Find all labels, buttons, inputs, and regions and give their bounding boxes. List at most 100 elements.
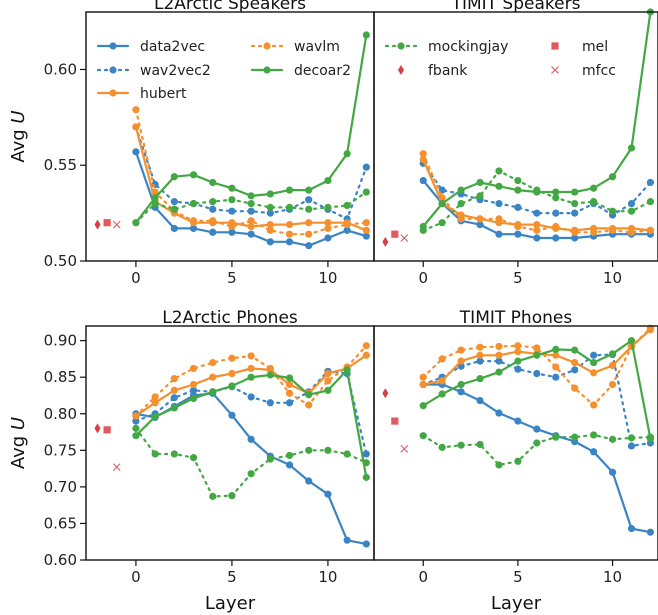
point-wavlm: [151, 188, 159, 196]
point-wavlm: [132, 412, 140, 420]
series-decoar2: [419, 337, 655, 443]
point-decoar2: [627, 337, 636, 345]
point-wav2vec2: [170, 394, 178, 402]
point-data2vec: [362, 540, 370, 548]
y-tick-label: 0.60: [44, 60, 77, 78]
point-wavlm: [189, 217, 198, 225]
point-wav2vec2: [189, 386, 198, 394]
point-fbank: [94, 423, 101, 434]
point-decoar2: [170, 173, 178, 181]
point-wav2vec2: [362, 450, 370, 458]
point-decoar2: [228, 382, 236, 390]
panel-title: TIMIT Speakers: [451, 0, 581, 14]
point-wav2vec2: [533, 209, 541, 217]
point-wavlm: [285, 230, 294, 238]
point-wavlm: [189, 364, 198, 373]
point-decoar2: [189, 394, 198, 402]
point-mockingjay: [646, 198, 655, 206]
point-hubert: [132, 123, 140, 131]
point-mockingjay: [170, 450, 178, 458]
point-hubert: [362, 351, 370, 359]
point-wavlm: [571, 228, 579, 236]
point-mockingjay: [495, 461, 503, 469]
point-mfcc: [400, 444, 409, 453]
point-wavlm: [514, 222, 522, 231]
point-hubert: [305, 219, 313, 227]
point-wav2vec2: [247, 207, 255, 215]
point-mockingjay: [646, 433, 655, 441]
point-hubert: [266, 221, 274, 229]
point-hubert: [285, 221, 294, 229]
x-tick-label: 5: [227, 568, 237, 586]
point-mockingjay: [514, 176, 522, 185]
point-wav2vec2: [552, 209, 560, 217]
legend-entry-data2vec: data2vec: [96, 39, 205, 55]
point-hubert: [476, 351, 484, 359]
legend-label: mel: [582, 39, 608, 55]
point-wavlm: [438, 194, 446, 202]
point-mockingjay: [627, 434, 636, 442]
point-decoar2: [170, 404, 178, 412]
x-tick-label: 0: [131, 269, 141, 287]
point-wav2vec2: [533, 369, 541, 378]
point-data2vec: [228, 228, 236, 236]
point-mockingjay: [571, 199, 579, 208]
point-decoar2: [189, 171, 198, 179]
x-tick-label: 10: [603, 269, 622, 287]
point-wav2vec2: [476, 357, 484, 365]
x-axis-label: Layer: [491, 593, 542, 614]
legend-entry-mockingjay: mockingjay: [384, 39, 508, 55]
point-hubert: [151, 399, 159, 407]
point-data2vec: [343, 226, 351, 234]
point-data2vec: [514, 417, 522, 425]
point-hubert: [209, 373, 217, 381]
point-mockingjay: [132, 424, 140, 432]
x-axis-label: Layer: [205, 593, 256, 614]
point-fbank: [382, 236, 389, 247]
panel-title: L2Arctic Phones: [162, 308, 298, 328]
point-mockingjay: [608, 207, 617, 215]
legend-label: decoar2: [294, 63, 351, 79]
point-mockingjay: [552, 433, 560, 441]
series-line-data2vec: [134, 392, 368, 546]
point-data2vec: [495, 230, 503, 238]
point-data2vec: [495, 409, 503, 417]
point-data2vec: [476, 396, 484, 405]
series-line-data2vec: [422, 383, 652, 534]
point-hubert: [457, 357, 465, 365]
point-decoar2: [438, 390, 446, 398]
point-data2vec: [305, 477, 313, 485]
point-wav2vec2: [209, 205, 217, 213]
legend: data2vec wavlm wav2vec2 decoar2 hubert: [96, 39, 351, 102]
point-data2vec: [362, 232, 370, 240]
point-mel: [103, 219, 111, 227]
point-mel: [391, 230, 399, 238]
point-mockingjay: [533, 439, 541, 447]
panel-timit-phones: TIMIT Phones 0 5 10 Layer: [373, 308, 658, 614]
point-mockingjay: [247, 470, 255, 478]
point-fbank: [382, 388, 389, 399]
series-wavlm: [419, 324, 655, 409]
point-mockingjay: [514, 457, 522, 465]
point-decoar2: [514, 186, 522, 194]
point-mockingjay: [362, 459, 370, 467]
point-wavlm: [285, 389, 294, 397]
point-mockingjay: [170, 205, 178, 213]
point-wavlm: [457, 215, 465, 223]
point-decoar2: [571, 346, 579, 354]
point-mockingjay: [189, 199, 198, 208]
x-tick-label: 10: [318, 568, 337, 586]
legend-marker-hubert: [109, 89, 117, 97]
legend-label: wav2vec2: [140, 63, 211, 79]
point-decoar2: [209, 388, 217, 396]
y-tick-label: 0.90: [44, 332, 77, 350]
point-mockingjay: [608, 435, 617, 443]
point-decoar2: [571, 188, 579, 196]
point-wavlm: [495, 215, 503, 223]
point-decoar2: [627, 144, 636, 152]
legend-marker-fbank: [398, 65, 404, 75]
point-decoar2: [324, 176, 332, 185]
axes-frame: [373, 325, 658, 561]
point-decoar2: [495, 368, 503, 376]
